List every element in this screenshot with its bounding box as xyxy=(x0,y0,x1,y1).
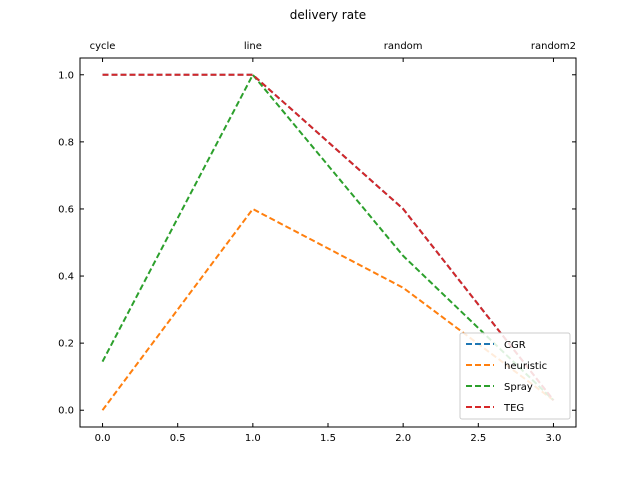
legend-label-heuristic: heuristic xyxy=(504,361,547,372)
plot-frame xyxy=(79,57,577,428)
y-tick-label: 0.2 xyxy=(58,339,74,350)
legend-label-spray: Spray xyxy=(504,382,533,393)
top-category-label: random xyxy=(384,41,423,52)
x-tick-label: 1.0 xyxy=(245,433,261,444)
x-tick-label: 1.5 xyxy=(320,433,336,444)
series-line-teg xyxy=(102,73,555,401)
x-tick-label: 2.5 xyxy=(470,433,486,444)
top-category-label: cycle xyxy=(90,41,116,52)
x-tick-label: 3.0 xyxy=(546,433,562,444)
y-tick-label: 0.8 xyxy=(58,137,74,148)
y-axis-ticks: 0.0 0.2 0.4 0.6 0.8 1.0 xyxy=(58,70,576,417)
chart-title: delivery rate xyxy=(290,8,366,22)
x-tick-label: 0.5 xyxy=(170,433,186,444)
y-tick-label: 0.4 xyxy=(58,272,74,283)
legend-label-cgr: CGR xyxy=(504,340,526,351)
top-axis-category-ticks: cycle line random random2 xyxy=(90,41,576,62)
top-category-label: random2 xyxy=(531,41,576,52)
y-tick-label: 0.0 xyxy=(58,406,74,417)
x-axis-ticks: 0.0 0.5 1.0 1.5 2.0 2.5 3.0 xyxy=(95,423,562,444)
y-tick-label: 0.6 xyxy=(58,204,74,215)
legend: CGR heuristic Spray TEG xyxy=(459,332,571,420)
x-tick-label: 0.0 xyxy=(95,433,111,444)
y-tick-label: 1.0 xyxy=(58,70,74,81)
series-line-spray xyxy=(101,73,555,401)
x-tick-label: 2.0 xyxy=(395,433,411,444)
top-category-label: line xyxy=(244,41,262,52)
legend-box xyxy=(459,332,571,420)
legend-label-teg: TEG xyxy=(503,403,524,414)
